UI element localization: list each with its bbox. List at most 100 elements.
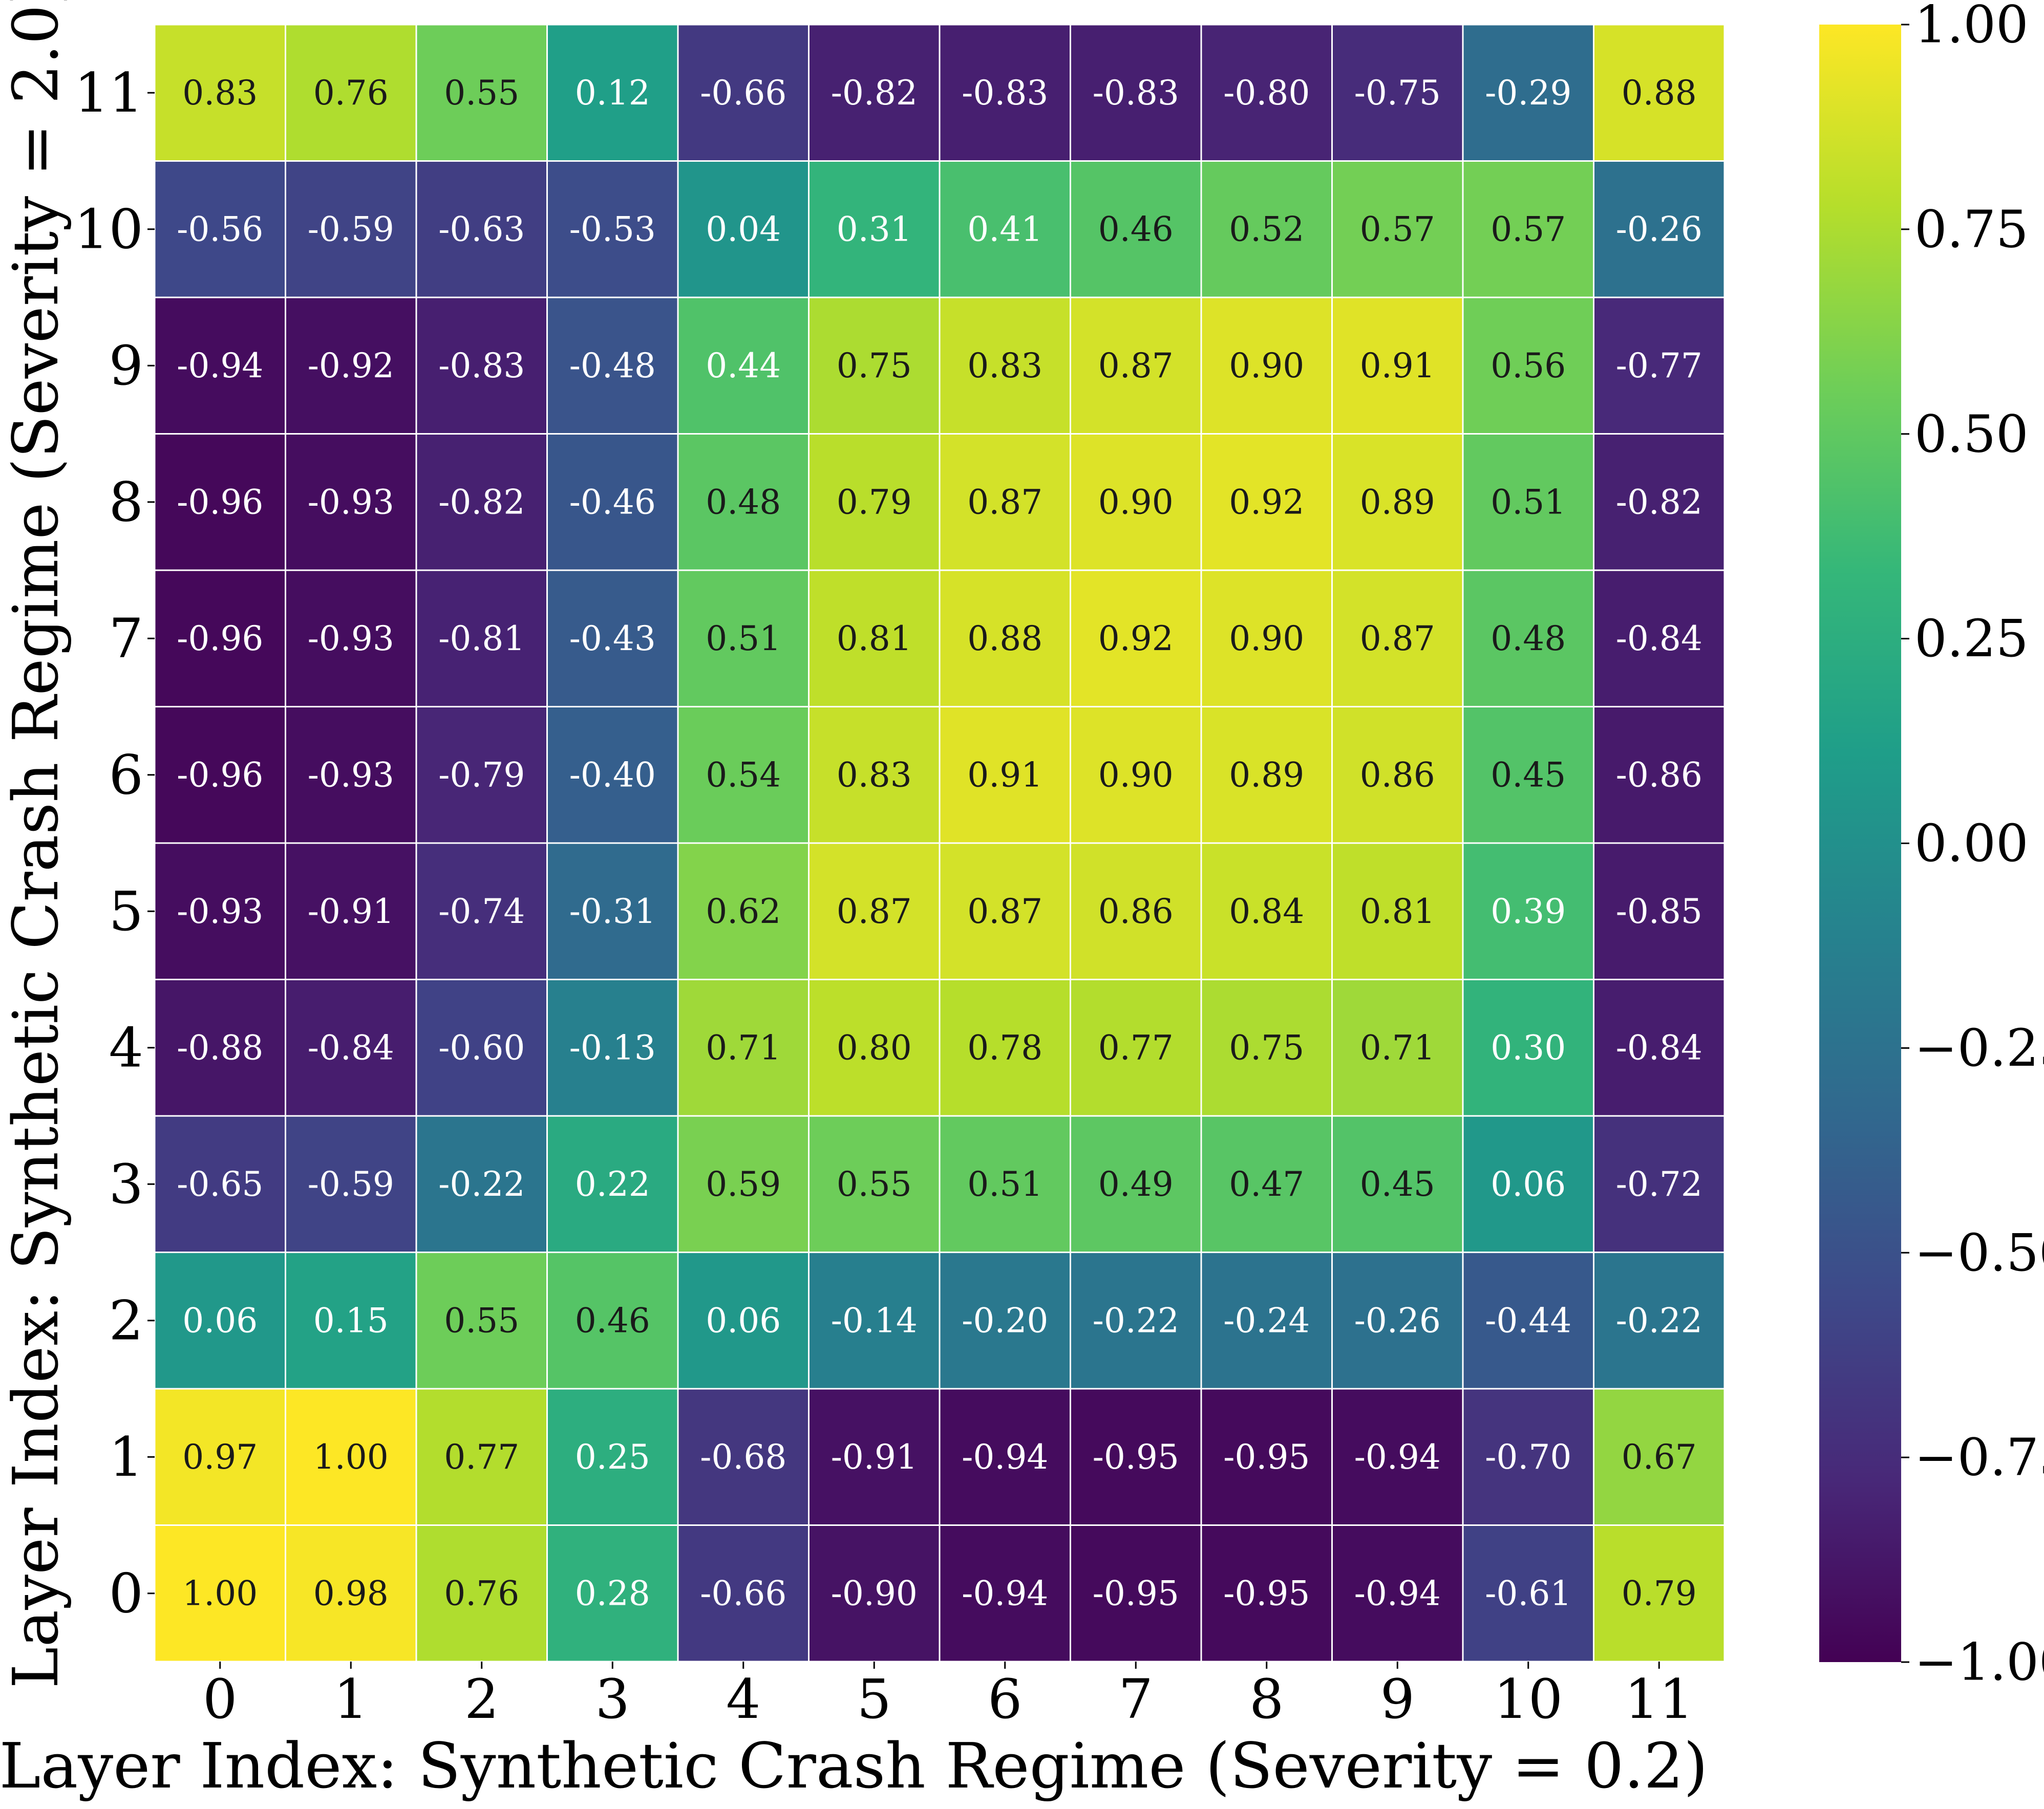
cell-value-label: 0.81	[1360, 892, 1435, 931]
heatmap-cell	[1593, 706, 1726, 844]
cell-value-label: -0.82	[831, 73, 918, 113]
cell-value-label: 0.75	[837, 346, 912, 385]
colorbar-tick-label: 0.75	[1914, 199, 2029, 259]
cell-value-label: 0.52	[1229, 209, 1304, 249]
cell-value-label: 0.56	[1491, 346, 1566, 385]
cell-value-label: -0.46	[569, 482, 656, 522]
cell-value-label: 0.90	[1098, 482, 1174, 522]
heatmap-cell	[808, 842, 941, 980]
cell-value-label: -0.22	[1616, 1301, 1702, 1340]
heatmap-cell	[1200, 1388, 1333, 1526]
cell-value-label: -0.31	[569, 892, 656, 931]
cell-value-label: 0.76	[313, 73, 389, 113]
cell-value-label: 0.83	[837, 755, 912, 794]
colorbar-tick-label: −0.50	[1914, 1223, 2044, 1283]
cell-value-label: -0.96	[177, 482, 263, 522]
cell-value-label: 0.67	[1622, 1437, 1697, 1477]
heatmap-cell	[677, 160, 810, 298]
colorbar-tick-label: −0.25	[1914, 1018, 2044, 1078]
cell-value-label: -0.82	[438, 482, 525, 522]
x-tick-label: 2	[464, 1668, 499, 1731]
heatmap-cell	[1593, 433, 1726, 571]
heatmap-cell	[939, 569, 1071, 707]
heatmap-cell	[808, 979, 941, 1117]
x-tick-label: 1	[334, 1668, 368, 1731]
y-tick-label: 2	[109, 1289, 143, 1352]
heatmap-cell	[808, 160, 941, 298]
heatmap-cell	[1331, 979, 1464, 1117]
colorbar-tick-label: 1.00	[1914, 0, 2029, 55]
cell-value-label: -0.79	[438, 755, 525, 794]
cell-value-label: -0.90	[831, 1574, 918, 1613]
cell-value-label: 0.49	[1098, 1165, 1174, 1204]
cell-value-label: -0.63	[438, 209, 525, 249]
cell-value-label: -0.40	[569, 755, 656, 794]
heatmap-cell	[285, 160, 417, 298]
cell-value-label: -0.22	[438, 1165, 525, 1204]
x-axis-label: Layer Index: Synthetic Crash Regime (Sev…	[0, 1730, 1708, 1802]
cell-value-label: -0.94	[962, 1574, 1048, 1613]
heatmap-cell	[1462, 433, 1594, 571]
cell-value-label: -0.83	[438, 346, 525, 385]
x-tick-label: 5	[857, 1668, 891, 1731]
cell-value-label: -0.26	[1354, 1301, 1441, 1340]
heatmap-cell	[939, 160, 1071, 298]
heatmap-cell	[1200, 1115, 1333, 1253]
cell-value-label: -0.66	[700, 73, 786, 113]
heatmap-cell	[546, 569, 679, 707]
cell-value-label: 0.77	[444, 1437, 519, 1477]
cell-value-label: 0.22	[575, 1165, 650, 1204]
heatmap-cell	[154, 160, 286, 298]
cell-value-label: 0.91	[1360, 346, 1435, 385]
heatmap-cell	[1331, 842, 1464, 980]
heatmap-cell	[808, 24, 941, 162]
cell-value-label: 0.28	[575, 1574, 650, 1613]
heatmap-cell	[1331, 1524, 1464, 1663]
heatmap-cell	[1070, 842, 1202, 980]
heatmap-cell	[1593, 842, 1726, 980]
heatmap-cell	[1593, 296, 1726, 435]
heatmap-cell	[1593, 160, 1726, 298]
cell-value-label: 0.06	[1491, 1165, 1566, 1204]
heatmap-cell	[808, 433, 941, 571]
heatmap-cell	[1462, 979, 1594, 1117]
heatmap-cell	[1331, 24, 1464, 162]
cell-value-label: -0.29	[1485, 73, 1571, 113]
heatmap-cell	[285, 296, 417, 435]
cell-value-label: -0.88	[177, 1028, 263, 1067]
heatmap-cell	[1593, 1524, 1726, 1663]
cell-value-label: 0.88	[967, 619, 1042, 658]
cell-value-label: 0.79	[837, 482, 912, 522]
cell-value-label: -0.93	[177, 892, 263, 931]
cell-value-label: 0.46	[1098, 209, 1174, 249]
cell-value-label: -0.83	[1093, 73, 1179, 113]
cell-annotations: 1.00 0.98 0.76 0.28 -0.66 -0.90 -0.94 -0.95 -0.9…	[177, 73, 1702, 1613]
cell-value-label: -0.44	[1485, 1301, 1571, 1340]
cell-value-label: 0.87	[967, 482, 1042, 522]
heatmap-cell	[1070, 433, 1202, 571]
heatmap-cell	[677, 979, 810, 1117]
y-tick-label: 11	[74, 61, 143, 124]
cell-value-label: -0.70	[1485, 1437, 1571, 1477]
heatmap-cell	[285, 569, 417, 707]
cell-value-label: -0.86	[1616, 755, 1702, 794]
heatmap-cell	[1070, 1388, 1202, 1526]
heatmap-cell	[1593, 569, 1726, 707]
cell-value-label: -0.72	[1616, 1165, 1702, 1204]
cell-value-label: 0.97	[182, 1437, 258, 1477]
cell-value-label: 0.51	[706, 619, 781, 658]
heatmap-cell	[154, 569, 286, 707]
cell-value-label: 0.47	[1229, 1165, 1304, 1204]
cell-value-label: -0.24	[1223, 1301, 1310, 1340]
cell-value-label: 0.76	[444, 1574, 519, 1613]
cell-value-label: 0.90	[1229, 619, 1304, 658]
heatmap-cell	[939, 24, 1071, 162]
heatmap-cell	[1070, 160, 1202, 298]
heatmap-cell	[677, 1252, 810, 1390]
cell-value-label: 0.12	[575, 73, 650, 113]
cell-value-label: 0.51	[967, 1165, 1042, 1204]
heatmap-cell	[546, 296, 679, 435]
cell-value-label: -0.20	[962, 1301, 1048, 1340]
cell-value-label: 0.41	[967, 209, 1042, 249]
heatmap-cell	[415, 433, 548, 571]
